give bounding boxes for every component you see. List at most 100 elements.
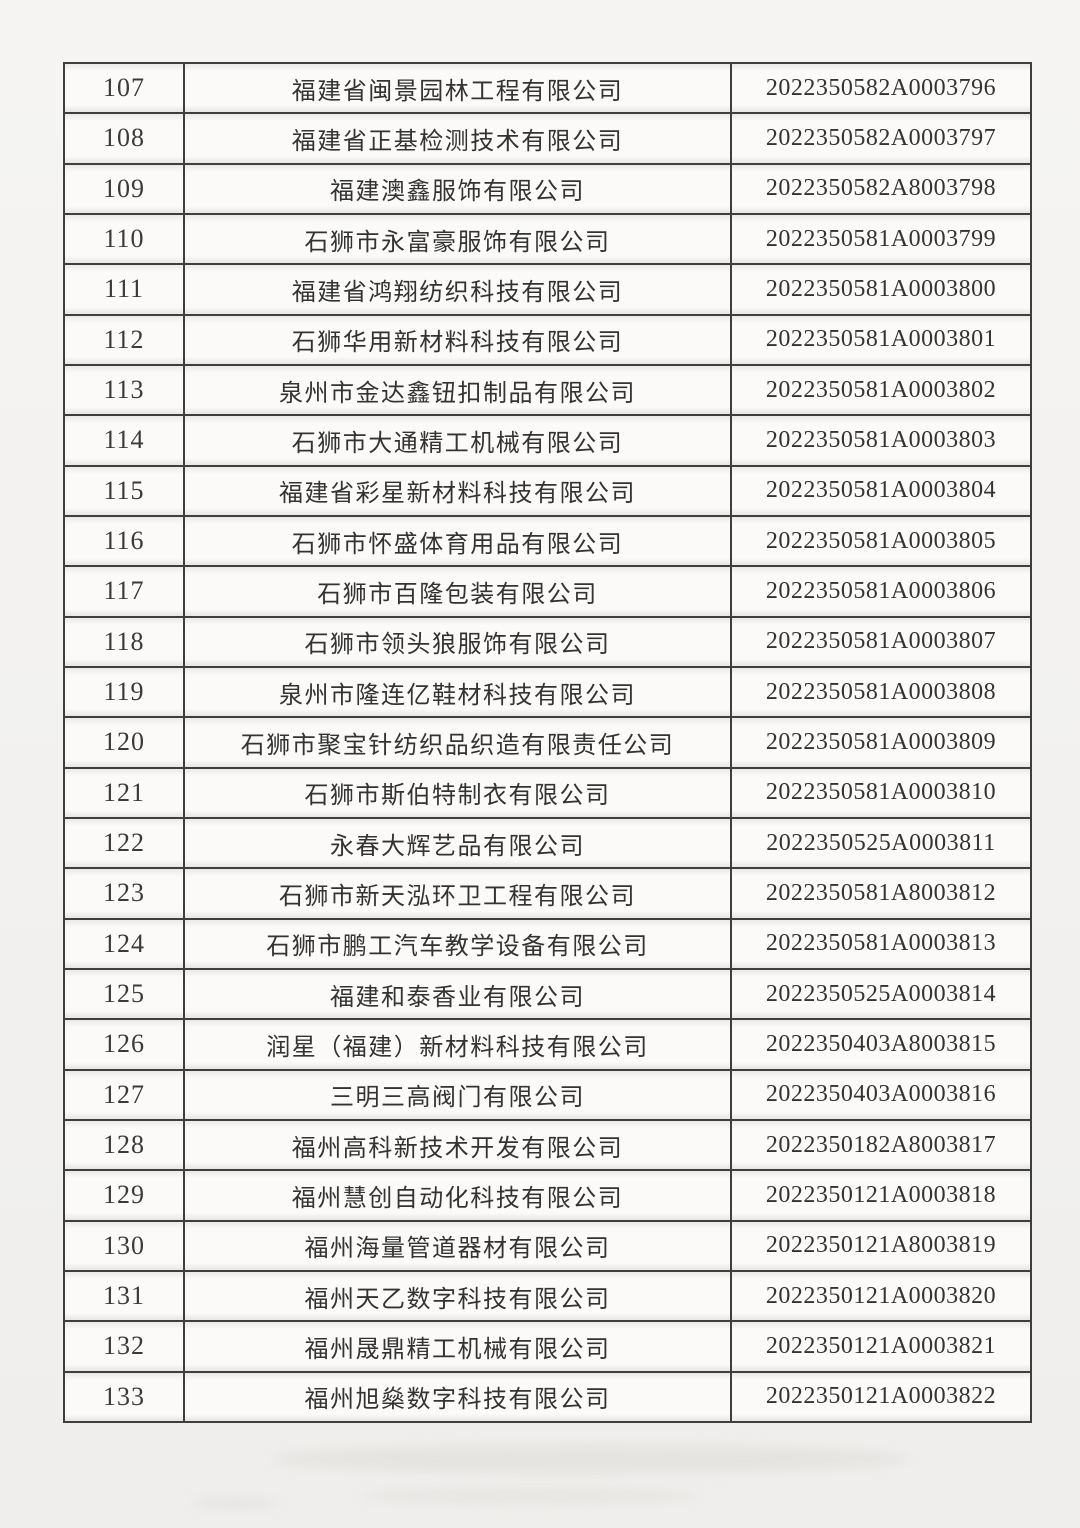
row-serial-number: 128 (63, 1118, 185, 1172)
row-registration-code: 2022350581A0003801 (730, 313, 1032, 366)
row-registration-code: 2022350582A8003798 (730, 162, 1032, 215)
scan-smudge-artifact (190, 1498, 280, 1508)
row-serial-number: 131 (63, 1269, 185, 1323)
row-registration-code: 2022350121A0003820 (730, 1269, 1032, 1323)
row-company-name: 石狮市怀盛体育用品有限公司 (183, 514, 732, 568)
row-company-name: 永春大辉艺品有限公司 (183, 816, 732, 870)
table-row: 116 石狮市怀盛体育用品有限公司 2022350581A0003805 (63, 514, 1032, 568)
scan-smudge-artifact (270, 1445, 910, 1473)
table-row: 119 泉州市隆连亿鞋材科技有限公司 2022350581A0003808 (63, 665, 1032, 719)
row-serial-number: 109 (63, 162, 185, 215)
table-row: 113 泉州市金达鑫钮扣制品有限公司 2022350581A0003802 (63, 363, 1032, 417)
row-serial-number: 114 (63, 414, 185, 467)
row-serial-number: 112 (63, 313, 185, 366)
row-company-name: 润星（福建）新材料科技有限公司 (183, 1018, 732, 1071)
row-company-name: 福建澳鑫服饰有限公司 (183, 162, 732, 215)
row-registration-code: 2022350581A0003809 (730, 716, 1032, 769)
row-registration-code: 2022350581A0003806 (730, 565, 1032, 618)
table-row: 123 石狮市新天泓环卫工程有限公司 2022350581A8003812 (63, 867, 1032, 920)
row-serial-number: 127 (63, 1068, 185, 1121)
row-company-name: 泉州市隆连亿鞋材科技有限公司 (183, 665, 732, 719)
row-serial-number: 117 (63, 565, 185, 618)
row-company-name: 石狮市大通精工机械有限公司 (183, 414, 732, 467)
table-row: 133 福州旭燊数字科技有限公司 2022350121A0003822 (63, 1370, 1032, 1424)
row-serial-number: 124 (63, 917, 185, 970)
row-serial-number: 119 (63, 665, 185, 719)
row-serial-number: 122 (63, 816, 185, 870)
row-registration-code: 2022350403A8003815 (730, 1018, 1032, 1071)
row-serial-number: 126 (63, 1018, 185, 1071)
table-row: 118 石狮市领头狼服饰有限公司 2022350581A0003807 (63, 615, 1032, 668)
company-registration-table: 107 福建省闽景园林工程有限公司 2022350582A0003796 108… (63, 61, 1032, 1424)
table-row: 120 石狮市聚宝针纺织品织造有限责任公司 2022350581A0003809 (63, 716, 1032, 769)
scan-smudge-artifact (360, 1488, 700, 1504)
row-serial-number: 108 (63, 112, 185, 165)
row-registration-code: 2022350581A0003813 (730, 917, 1032, 970)
row-company-name: 福建省彩星新材料科技有限公司 (183, 464, 732, 517)
row-registration-code: 2022350582A0003797 (730, 112, 1032, 165)
row-registration-code: 2022350121A8003819 (730, 1219, 1032, 1272)
row-serial-number: 133 (63, 1370, 185, 1424)
table-row: 112 石狮华用新材料科技有限公司 2022350581A0003801 (63, 313, 1032, 366)
row-registration-code: 2022350582A0003796 (730, 61, 1032, 115)
row-company-name: 泉州市金达鑫钮扣制品有限公司 (183, 363, 732, 417)
row-serial-number: 129 (63, 1169, 185, 1222)
row-serial-number: 111 (63, 263, 185, 316)
table-row: 130 福州海量管道器材有限公司 2022350121A8003819 (63, 1219, 1032, 1272)
table-row: 128 福州高科新技术开发有限公司 2022350182A8003817 (63, 1118, 1032, 1172)
row-registration-code: 2022350525A0003811 (730, 816, 1032, 870)
company-table-body: 107 福建省闽景园林工程有限公司 2022350582A0003796 108… (63, 61, 1032, 1424)
table-row: 107 福建省闽景园林工程有限公司 2022350582A0003796 (63, 61, 1032, 115)
row-company-name: 石狮华用新材料科技有限公司 (183, 313, 732, 366)
row-serial-number: 107 (63, 61, 185, 115)
table-row: 109 福建澳鑫服饰有限公司 2022350582A8003798 (63, 162, 1032, 215)
row-company-name: 三明三高阀门有限公司 (183, 1068, 732, 1121)
row-registration-code: 2022350581A0003803 (730, 414, 1032, 467)
row-registration-code: 2022350581A8003812 (730, 867, 1032, 920)
table-row: 108 福建省正基检测技术有限公司 2022350582A0003797 (63, 112, 1032, 165)
row-registration-code: 2022350121A0003822 (730, 1370, 1032, 1424)
row-company-name: 石狮市斯伯特制衣有限公司 (183, 766, 732, 819)
row-serial-number: 113 (63, 363, 185, 417)
row-registration-code: 2022350403A0003816 (730, 1068, 1032, 1121)
row-company-name: 福建省正基检测技术有限公司 (183, 112, 732, 165)
table-row: 125 福建和泰香业有限公司 2022350525A0003814 (63, 967, 1032, 1021)
row-registration-code: 2022350121A0003821 (730, 1320, 1032, 1373)
row-registration-code: 2022350121A0003818 (730, 1169, 1032, 1222)
row-company-name: 福州海量管道器材有限公司 (183, 1219, 732, 1272)
row-company-name: 福建省鸿翔纺织科技有限公司 (183, 263, 732, 316)
row-serial-number: 115 (63, 464, 185, 517)
row-company-name: 福建省闽景园林工程有限公司 (183, 61, 732, 115)
row-serial-number: 116 (63, 514, 185, 568)
row-registration-code: 2022350581A0003800 (730, 263, 1032, 316)
row-company-name: 石狮市新天泓环卫工程有限公司 (183, 867, 732, 920)
row-registration-code: 2022350525A0003814 (730, 967, 1032, 1021)
table-row: 115 福建省彩星新材料科技有限公司 2022350581A0003804 (63, 464, 1032, 517)
row-registration-code: 2022350182A8003817 (730, 1118, 1032, 1172)
row-serial-number: 123 (63, 867, 185, 920)
row-serial-number: 118 (63, 615, 185, 668)
row-serial-number: 130 (63, 1219, 185, 1272)
row-serial-number: 132 (63, 1320, 185, 1373)
table-row: 114 石狮市大通精工机械有限公司 2022350581A0003803 (63, 414, 1032, 467)
row-registration-code: 2022350581A0003804 (730, 464, 1032, 517)
row-registration-code: 2022350581A0003807 (730, 615, 1032, 668)
row-company-name: 福州晟鼎精工机械有限公司 (183, 1320, 732, 1373)
table-row: 131 福州天乙数字科技有限公司 2022350121A0003820 (63, 1269, 1032, 1323)
row-registration-code: 2022350581A0003805 (730, 514, 1032, 568)
table-row: 121 石狮市斯伯特制衣有限公司 2022350581A0003810 (63, 766, 1032, 819)
row-serial-number: 110 (63, 212, 185, 266)
row-serial-number: 120 (63, 716, 185, 769)
row-registration-code: 2022350581A0003808 (730, 665, 1032, 719)
row-company-name: 福州旭燊数字科技有限公司 (183, 1370, 732, 1424)
table-row: 110 石狮市永富豪服饰有限公司 2022350581A0003799 (63, 212, 1032, 266)
row-serial-number: 125 (63, 967, 185, 1021)
table-row: 132 福州晟鼎精工机械有限公司 2022350121A0003821 (63, 1320, 1032, 1373)
table-row: 127 三明三高阀门有限公司 2022350403A0003816 (63, 1068, 1032, 1121)
row-registration-code: 2022350581A0003810 (730, 766, 1032, 819)
row-registration-code: 2022350581A0003802 (730, 363, 1032, 417)
table-row: 129 福州慧创自动化科技有限公司 2022350121A0003818 (63, 1169, 1032, 1222)
table-row: 122 永春大辉艺品有限公司 2022350525A0003811 (63, 816, 1032, 870)
row-company-name: 福州慧创自动化科技有限公司 (183, 1169, 732, 1222)
